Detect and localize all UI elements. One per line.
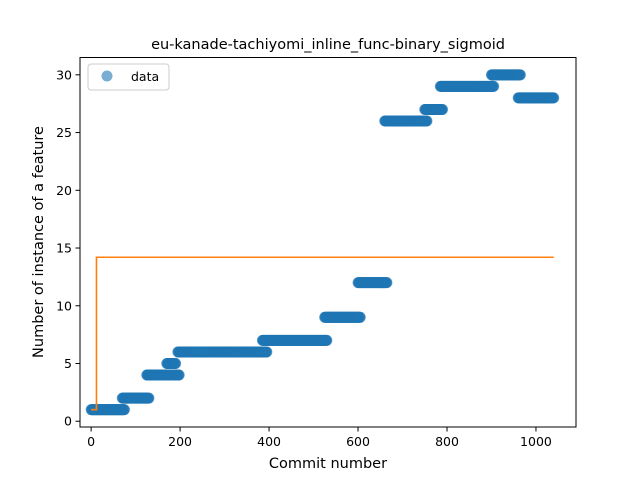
data-series-segment: [161, 357, 182, 369]
data-series-segment: [379, 115, 433, 127]
data-point: [261, 346, 273, 358]
x-tick-label: 800: [435, 434, 459, 449]
y-axis-label: Number of instance of a feature: [31, 126, 47, 358]
data-series-segment: [172, 346, 273, 358]
data-point: [381, 277, 393, 289]
data-point: [421, 115, 433, 127]
legend-box: [87, 63, 170, 91]
data-point: [354, 311, 366, 323]
legend-label-data: data: [131, 69, 159, 84]
data-series-segment: [352, 277, 393, 289]
data-point: [173, 369, 185, 381]
x-tick-label: 200: [168, 434, 192, 449]
data-point: [488, 80, 500, 92]
data-series-segment: [256, 334, 333, 346]
axes-frame: [79, 57, 577, 428]
x-axis-label: Commit number: [269, 456, 387, 472]
model-line: [91, 256, 554, 411]
y-tick-label: 5: [64, 356, 72, 371]
data-series-segment: [419, 103, 449, 115]
x-tick-label: 0: [87, 434, 95, 449]
data-point: [321, 334, 333, 346]
legend: data: [87, 63, 170, 91]
y-tick-label: 25: [56, 125, 72, 140]
y-tick-label: 10: [56, 298, 72, 313]
data-point: [170, 357, 182, 369]
y-axis: 0 5 10 15 20 25 30: [56, 67, 80, 429]
legend-marker-data: [101, 70, 113, 82]
y-tick-label: 30: [56, 67, 72, 82]
data-point: [514, 69, 526, 81]
data-series-segment: [167, 369, 185, 381]
x-tick-label: 600: [346, 434, 370, 449]
data-point: [548, 92, 560, 104]
data-series-segment: [85, 404, 130, 416]
data-series-segment: [116, 392, 155, 404]
y-tick-label: 15: [56, 241, 72, 256]
y-tick-label: 20: [56, 183, 72, 198]
plot-area: [85, 69, 560, 416]
data-series-segment: [485, 69, 526, 81]
data-point: [118, 404, 130, 416]
x-tick-label: 400: [257, 434, 281, 449]
chart-title: eu-kanade-tachiyomi_inline_func-binary_s…: [151, 37, 505, 53]
data-point: [437, 103, 449, 115]
data-point: [143, 392, 155, 404]
data-series-segment: [434, 80, 500, 92]
y-tick-label: 0: [64, 414, 72, 429]
x-tick-label: 1000: [520, 434, 552, 449]
x-axis: 0 200 400 600 800 1000: [87, 427, 552, 449]
data-series-segment: [319, 311, 366, 323]
data-series-segment: [512, 92, 560, 104]
